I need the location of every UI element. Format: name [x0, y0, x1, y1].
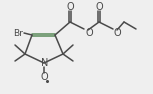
- Text: O: O: [95, 3, 103, 13]
- Text: O: O: [66, 3, 74, 13]
- Text: O: O: [114, 28, 122, 38]
- Text: O: O: [40, 72, 48, 82]
- Text: Br: Br: [13, 28, 23, 38]
- Text: O: O: [85, 28, 93, 38]
- Text: N: N: [41, 58, 49, 68]
